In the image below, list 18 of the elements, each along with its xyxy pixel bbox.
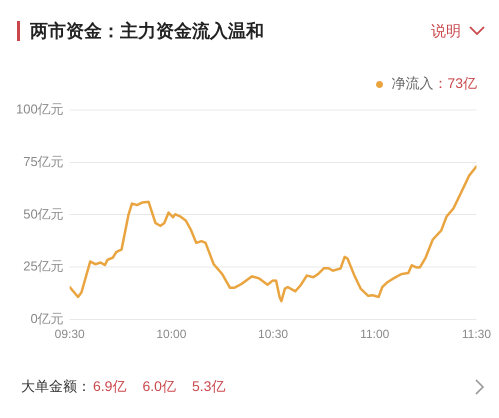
text: 6.0亿 [142,378,176,396]
y-tick-label: 100亿元 [16,101,64,116]
text: 大单金额： [21,378,91,396]
y-tick-label: 25亿元 [23,258,64,274]
chart-subtitle: 说明 [431,22,461,40]
text: 5.3亿 [192,378,226,396]
y-tick-label: 50亿元 [23,206,64,222]
chart-title: 两市资金：主力资金流入温和 [30,20,265,43]
x-tick-label: 11:30 [462,327,492,342]
x-tick-label: 09:30 [54,327,86,342]
text: 6.9亿 [93,378,126,396]
x-tick-label: 11:00 [360,327,390,342]
x-tick-label: 10:00 [156,327,187,342]
text: ：73亿 [433,75,477,93]
y-tick-label: 75亿元 [23,154,64,169]
y-tick-label: 0亿元 [30,311,64,326]
legend-label: 净流入 [391,75,434,93]
x-tick-label: 10:30 [258,327,288,342]
